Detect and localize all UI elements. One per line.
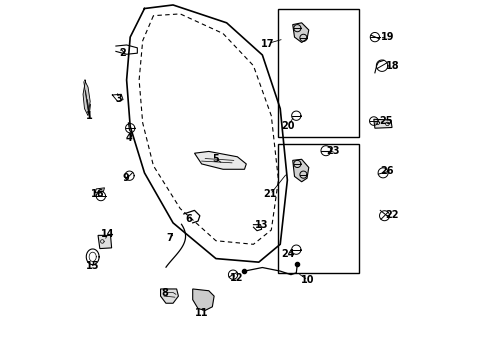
Text: 18: 18 — [385, 62, 399, 71]
Bar — [278, 144, 358, 273]
Text: 2: 2 — [119, 48, 125, 58]
Text: 16: 16 — [90, 189, 104, 199]
Text: 1: 1 — [85, 111, 92, 121]
Polygon shape — [98, 235, 111, 249]
Polygon shape — [292, 23, 308, 42]
Text: 22: 22 — [384, 210, 398, 220]
Text: 19: 19 — [380, 32, 393, 42]
Text: 23: 23 — [325, 147, 339, 157]
Text: 9: 9 — [122, 173, 129, 183]
Text: 10: 10 — [301, 275, 314, 285]
Polygon shape — [373, 119, 391, 128]
Text: 12: 12 — [229, 273, 243, 283]
Text: 8: 8 — [162, 288, 168, 297]
Text: 4: 4 — [126, 133, 133, 143]
Text: 14: 14 — [101, 229, 115, 239]
Polygon shape — [192, 289, 214, 310]
Text: 24: 24 — [281, 249, 294, 259]
Text: 11: 11 — [195, 308, 208, 318]
Polygon shape — [83, 80, 90, 116]
Polygon shape — [160, 289, 178, 303]
Polygon shape — [292, 159, 308, 182]
Text: 6: 6 — [185, 214, 192, 224]
Text: 20: 20 — [281, 121, 294, 131]
Text: 5: 5 — [212, 154, 219, 163]
Text: 25: 25 — [378, 116, 391, 126]
Text: 7: 7 — [166, 233, 172, 243]
Bar — [278, 9, 358, 137]
Text: 17: 17 — [261, 39, 274, 49]
Text: 13: 13 — [254, 220, 268, 230]
Text: 3: 3 — [115, 94, 122, 104]
Polygon shape — [194, 152, 246, 169]
Text: 26: 26 — [380, 166, 393, 176]
Text: 15: 15 — [86, 261, 99, 271]
Text: 21: 21 — [263, 189, 276, 199]
